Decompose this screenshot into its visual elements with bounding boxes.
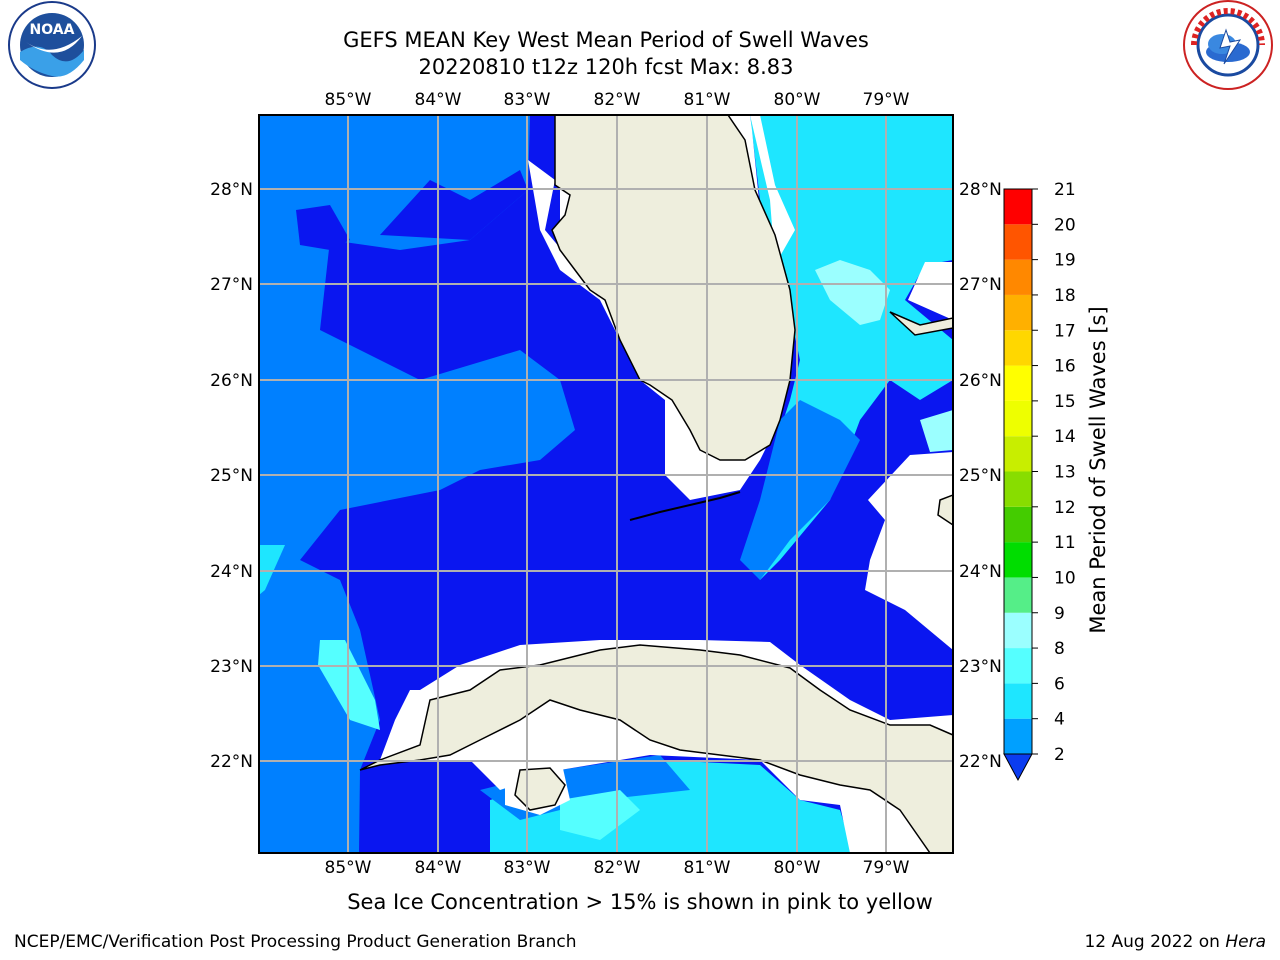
colorbar-segment bbox=[1004, 189, 1032, 225]
lat-label-left: 28°N bbox=[210, 180, 253, 200]
colorbar-tick-label: 4 bbox=[1054, 710, 1065, 730]
chart-title: GEFS MEAN Key West Mean Period of Swell … bbox=[343, 28, 869, 52]
colorbar-segment bbox=[1004, 259, 1032, 295]
colorbar-segment bbox=[1004, 648, 1032, 684]
lon-label-bottom: 83°W bbox=[504, 858, 551, 878]
colorbar-segment bbox=[1004, 542, 1032, 578]
colorbar-segment bbox=[1004, 400, 1032, 437]
colorbar-tick-label: 10 bbox=[1054, 568, 1076, 588]
land-bahamas bbox=[889, 311, 953, 336]
lat-label-left: 27°N bbox=[210, 275, 253, 295]
colorbar-segment bbox=[1004, 330, 1032, 366]
colorbar-tick-label: 19 bbox=[1054, 251, 1076, 271]
lat-label-left: 23°N bbox=[210, 657, 253, 677]
lon-labels-bottom: 85°W 84°W 83°W 82°W 81°W 80°W 79°W bbox=[325, 858, 910, 878]
footer-date-text: 12 Aug 2022 on bbox=[1084, 932, 1226, 952]
colorbar-tick-label: 11 bbox=[1054, 533, 1076, 553]
colorbar-tick-label: 16 bbox=[1054, 357, 1076, 377]
colorbar-tick-label: 15 bbox=[1054, 392, 1076, 412]
footer-host: Hera bbox=[1225, 932, 1266, 952]
swell-field-pale-east2 bbox=[920, 410, 953, 452]
colorbar-tick-label: 14 bbox=[1054, 427, 1076, 447]
land-andros bbox=[937, 494, 953, 526]
colorbar-extend-arrow bbox=[1003, 753, 1033, 782]
colorbar-tick-label: 18 bbox=[1054, 286, 1076, 306]
keys bbox=[629, 491, 741, 521]
colorbar-segment bbox=[1004, 612, 1032, 649]
colorbar-tick-label: 2 bbox=[1054, 745, 1065, 765]
lat-label-right: 25°N bbox=[959, 466, 1002, 486]
lon-label-bottom: 80°W bbox=[774, 858, 821, 878]
nodata-florida-west-coast bbox=[528, 160, 600, 300]
colorbar-segment bbox=[1004, 436, 1032, 472]
colorbar-segment bbox=[1004, 365, 1032, 401]
nws-logo bbox=[1183, 0, 1273, 90]
colorbar-segment bbox=[1004, 294, 1032, 331]
lon-label-top: 80°W bbox=[774, 90, 821, 110]
colorbar-segment bbox=[1004, 718, 1032, 754]
noaa-logo: NOAA bbox=[8, 1, 96, 89]
lat-labels-right: 28°N 27°N 26°N 25°N 24°N 23°N 22°N bbox=[959, 180, 1002, 772]
lon-label-top: 82°W bbox=[594, 90, 641, 110]
colorbar-tick-label: 9 bbox=[1054, 604, 1065, 624]
lon-label-bottom: 85°W bbox=[325, 858, 372, 878]
colorbar-tick-label: 8 bbox=[1054, 639, 1065, 659]
noaa-logo-text: NOAA bbox=[30, 22, 75, 38]
lon-label-top: 81°W bbox=[684, 90, 731, 110]
lat-label-right: 22°N bbox=[959, 752, 1002, 772]
lat-gridlines bbox=[259, 188, 953, 762]
swell-field-deep-patch bbox=[296, 205, 350, 250]
colorbar-segment bbox=[1004, 683, 1032, 719]
lat-label-left: 25°N bbox=[210, 466, 253, 486]
lon-label-bottom: 84°W bbox=[415, 858, 462, 878]
swell-field-deep-patch2 bbox=[380, 170, 528, 240]
colorbar-segment bbox=[1004, 506, 1032, 543]
lon-label-bottom: 81°W bbox=[684, 858, 731, 878]
colorbar-tick-label: 12 bbox=[1054, 498, 1076, 518]
nodata-bahamas bbox=[908, 262, 953, 320]
swell-field-pale-east bbox=[815, 260, 890, 325]
map-area bbox=[259, 115, 953, 853]
land-florida bbox=[551, 115, 796, 461]
colorbar-segment bbox=[1004, 471, 1032, 507]
colorbar: 2 4 6 8 9 10 11 12 13 14 15 16 17 18 19 20 21 bbox=[1003, 180, 1076, 782]
colorbar-tick-label: 21 bbox=[1054, 180, 1076, 200]
lon-label-top: 79°W bbox=[863, 90, 910, 110]
lat-label-right: 27°N bbox=[959, 275, 1002, 295]
swell-field-mid-east bbox=[740, 400, 860, 580]
lon-labels-top: 85°W 84°W 83°W 82°W 81°W 80°W 79°W bbox=[325, 90, 910, 110]
colorbar-tick-label: 13 bbox=[1054, 463, 1076, 483]
colorbar-tick-label: 20 bbox=[1054, 215, 1076, 235]
lon-label-bottom: 82°W bbox=[594, 858, 641, 878]
lon-gridlines bbox=[347, 115, 887, 853]
lat-label-left: 26°N bbox=[210, 371, 253, 391]
lat-label-right: 24°N bbox=[959, 562, 1002, 582]
colorbar-tick-label: 17 bbox=[1054, 321, 1076, 341]
lat-label-right: 26°N bbox=[959, 371, 1002, 391]
colorbar-tick-label: 6 bbox=[1054, 674, 1065, 694]
colorbar-segment bbox=[1004, 577, 1032, 613]
colorbar-segment bbox=[1004, 224, 1032, 260]
footer-credit: NCEP/EMC/Verification Post Processing Pr… bbox=[14, 932, 577, 952]
lat-label-left: 24°N bbox=[210, 562, 253, 582]
colorbar-label: Mean Period of Swell Waves [s] bbox=[1086, 306, 1110, 633]
lat-label-right: 23°N bbox=[959, 657, 1002, 677]
lon-label-bottom: 79°W bbox=[863, 858, 910, 878]
footer-date: 12 Aug 2022 on Hera bbox=[1084, 932, 1266, 952]
map-frame bbox=[258, 114, 954, 854]
lat-label-left: 22°N bbox=[210, 752, 253, 772]
lon-label-top: 84°W bbox=[415, 90, 462, 110]
lat-label-right: 28°N bbox=[959, 180, 1002, 200]
swell-field-pale-south bbox=[560, 790, 640, 840]
lon-label-top: 83°W bbox=[504, 90, 551, 110]
sea-ice-note: Sea Ice Concentration > 15% is shown in … bbox=[347, 890, 933, 914]
lon-label-top: 85°W bbox=[325, 90, 372, 110]
chart-subtitle: 20220810 t12z 120h fcst Max: 8.83 bbox=[418, 55, 794, 79]
lat-labels-left: 28°N 27°N 26°N 25°N 24°N 23°N 22°N bbox=[210, 180, 253, 772]
